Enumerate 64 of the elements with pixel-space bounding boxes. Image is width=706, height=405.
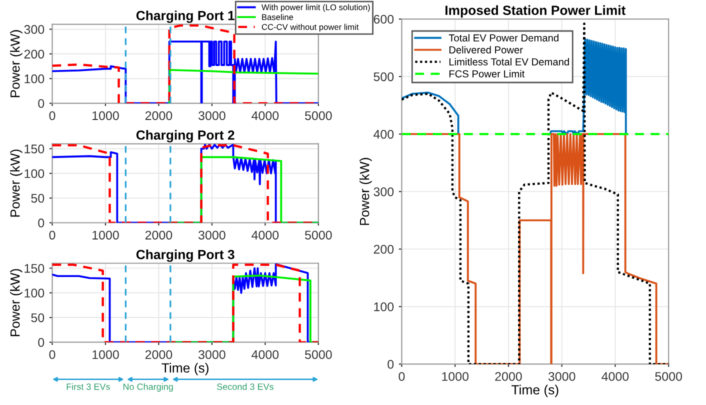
legend-label: With power limit (LO solution) — [262, 4, 370, 12]
x-axis-title: Time (s) — [512, 384, 558, 398]
text: First 3 EVs — [66, 383, 110, 390]
y-tick-label: 100 — [24, 288, 44, 298]
x-tick-label: 1000 — [442, 372, 469, 381]
x-tick-label: 1000 — [92, 350, 119, 360]
y-tick-label: 100 — [374, 302, 394, 312]
x-tick-label: 2000 — [145, 230, 172, 240]
y-tick-label: 200 — [24, 50, 44, 59]
x-tick-label: 3000 — [198, 111, 226, 120]
legend-label: FCS Power Limit — [449, 70, 525, 78]
x-tick-label: 1000 — [92, 230, 119, 240]
y-tick-label: 0 — [38, 218, 44, 228]
x-tick-label: 0 — [49, 230, 56, 240]
x-tick-label: 5000 — [305, 111, 332, 120]
y-axis-title: Power (kW) — [360, 158, 372, 225]
legend-label: Baseline — [262, 14, 294, 20]
x-tick-label: 0 — [49, 111, 56, 120]
x-axis-title: Time (s) — [162, 362, 208, 376]
y-tick-label: 300 — [24, 25, 44, 34]
y-axis-title: Power (kW) — [10, 269, 22, 336]
y-tick-label: 0 — [388, 360, 394, 369]
y-tick-label: 150 — [24, 144, 44, 154]
y-tick-label: 0 — [38, 99, 44, 108]
y-tick-label: 0 — [38, 338, 44, 347]
chart-title: Charging Port 2 — [136, 130, 234, 142]
legend-label: CC-CV without power limit — [262, 24, 359, 32]
y-tick-label: 300 — [374, 187, 394, 196]
x-tick-label: 5000 — [655, 372, 682, 381]
x-tick-label: 4000 — [252, 230, 279, 240]
line-series — [168, 68, 318, 104]
y-tick-label: 200 — [374, 244, 394, 254]
x-tick-label: 0 — [398, 372, 405, 381]
y-tick-label: 500 — [374, 72, 394, 82]
legend-label: Delivered Power — [449, 46, 523, 54]
y-tick-label: 50 — [31, 313, 44, 322]
x-tick-label: 2000 — [145, 350, 172, 360]
legend-label: Limitless Total EV Demand — [449, 58, 569, 66]
x-tick-label: 3000 — [198, 350, 226, 360]
chart-title: Imposed Station Power Limit — [445, 5, 626, 18]
y-tick-label: 600 — [374, 14, 394, 24]
x-tick-label: 4000 — [252, 111, 279, 120]
y-axis-title: Power (kW) — [10, 150, 22, 217]
x-tick-label: 2000 — [495, 372, 522, 381]
y-tick-label: 100 — [24, 169, 44, 178]
y-tick-label: 50 — [31, 194, 44, 203]
x-tick-label: 3000 — [198, 230, 226, 240]
x-tick-label: 1000 — [92, 111, 119, 120]
y-axis-title: Power (kW) — [10, 30, 22, 98]
x-tick-label: 5000 — [305, 230, 332, 240]
x-tick-label: 4000 — [602, 372, 629, 381]
chart-title: Charging Port 3 — [136, 250, 234, 262]
x-tick-label: 5000 — [305, 350, 332, 360]
x-tick-label: 3000 — [548, 372, 576, 381]
x-tick-label: 2000 — [145, 111, 172, 120]
chart-title: Charging Port 1 — [136, 10, 234, 23]
y-tick-label: 400 — [374, 130, 394, 139]
text: No Charging — [123, 383, 173, 392]
x-tick-label: 0 — [49, 350, 56, 360]
x-tick-label: 4000 — [252, 350, 279, 360]
legend-label: Total EV Power Demand — [448, 34, 558, 42]
y-tick-label: 100 — [24, 74, 44, 84]
text: Second 3 EVs — [217, 383, 274, 390]
y-tick-label: 150 — [24, 264, 44, 273]
